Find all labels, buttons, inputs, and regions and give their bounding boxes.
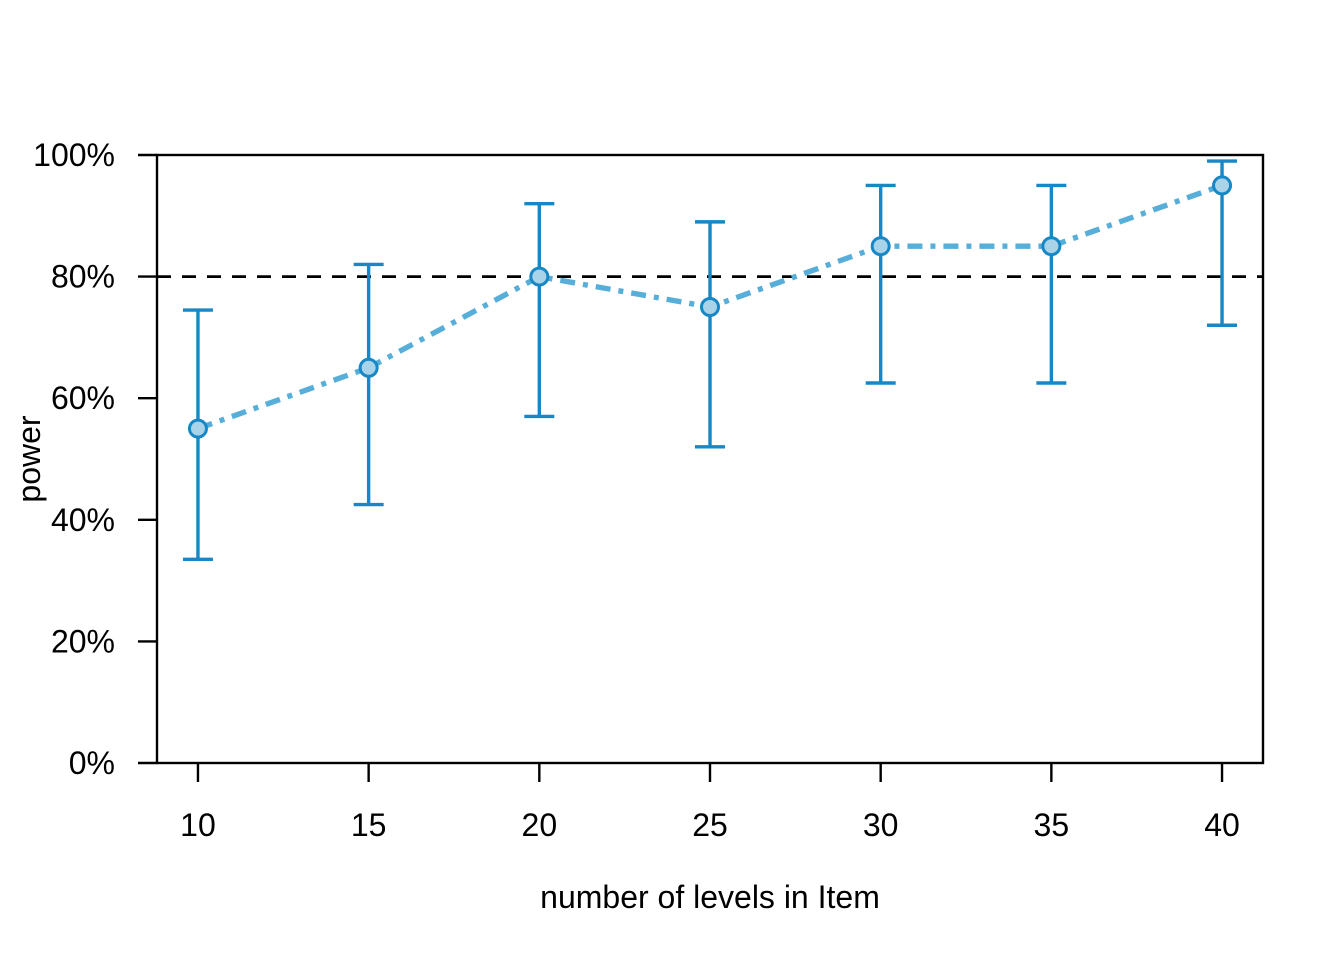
data-point-marker — [529, 266, 550, 287]
y-tick-label: 0% — [69, 745, 115, 781]
x-tick-label: 40 — [1204, 807, 1240, 843]
x-tick-label: 15 — [351, 807, 387, 843]
y-axis-title: power — [11, 415, 47, 503]
y-tick-label: 100% — [33, 137, 115, 173]
data-point-marker — [870, 236, 891, 257]
x-tick-label: 20 — [522, 807, 558, 843]
data-point-marker — [1041, 236, 1062, 257]
x-axis-title: number of levels in Item — [540, 879, 880, 915]
x-tick-label: 25 — [692, 807, 728, 843]
data-point-marker — [187, 418, 208, 439]
y-tick-label: 80% — [51, 259, 115, 295]
x-tick-label: 30 — [863, 807, 899, 843]
data-point-marker — [1212, 175, 1233, 196]
plot-layer: 0% 20% 40% 60% 80% 100% 10 15 20 25 30 35 40 — [33, 137, 1265, 843]
data-point-marker — [358, 357, 379, 378]
y-tick-label: 60% — [51, 380, 115, 416]
y-tick-label: 40% — [51, 502, 115, 538]
y-tick-label: 20% — [51, 623, 115, 659]
x-tick-label: 10 — [180, 807, 216, 843]
x-tick-label: 35 — [1034, 807, 1070, 843]
data-point-marker — [700, 297, 720, 317]
